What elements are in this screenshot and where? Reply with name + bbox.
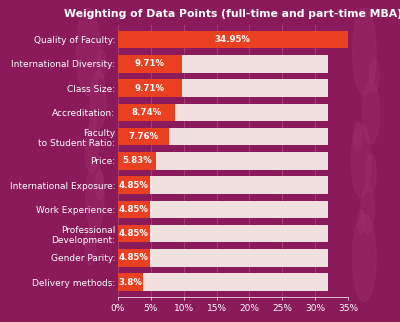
Text: 9.71%: 9.71% [135,84,165,93]
Circle shape [352,8,376,95]
Text: 3.8%: 3.8% [118,278,142,287]
Bar [118,201,150,218]
Circle shape [76,8,100,95]
Bar [118,225,150,242]
Bar [118,31,348,48]
Circle shape [96,171,104,200]
Circle shape [85,226,96,265]
Circle shape [370,59,379,93]
Bar [118,55,328,73]
Bar [118,128,328,145]
Text: 7.76%: 7.76% [128,132,158,141]
Text: 8.74%: 8.74% [132,108,162,117]
Bar [118,201,328,218]
Bar [118,128,169,145]
Bar [118,80,328,97]
Bar [118,249,150,267]
Bar [118,249,328,267]
Text: 4.85%: 4.85% [119,205,149,214]
Text: 4.85%: 4.85% [119,253,149,262]
Circle shape [85,125,98,173]
Text: 34.95%: 34.95% [215,35,251,44]
Bar [118,176,328,194]
Bar [118,225,328,242]
Circle shape [366,154,376,192]
Circle shape [354,122,362,151]
Text: 9.71%: 9.71% [135,59,165,68]
Circle shape [351,125,371,197]
Title: Weighting of Data Points (full-time and part-time MBA): Weighting of Data Points (full-time and … [64,9,400,19]
Bar [118,152,328,170]
Circle shape [352,214,376,301]
Bar [118,176,150,194]
Bar [118,80,182,97]
Bar [118,273,328,291]
Circle shape [361,185,374,233]
Circle shape [86,163,104,231]
Circle shape [90,71,106,129]
Bar [118,31,328,48]
Bar [118,104,328,121]
Bar [118,273,143,291]
Bar [118,55,182,73]
Text: 5.83%: 5.83% [122,156,152,166]
Circle shape [362,81,380,144]
Bar [118,152,156,170]
Bar [118,104,175,121]
Text: 4.85%: 4.85% [119,181,149,190]
Circle shape [90,112,96,137]
Circle shape [98,49,106,79]
Circle shape [358,209,364,233]
Text: 4.85%: 4.85% [119,229,149,238]
